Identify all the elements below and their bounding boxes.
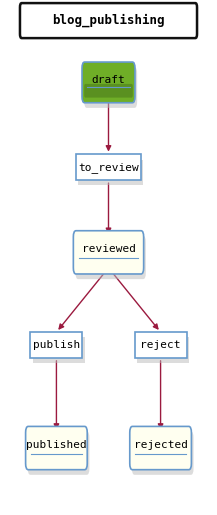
FancyBboxPatch shape (26, 426, 87, 470)
Text: blog_publishing: blog_publishing (52, 14, 165, 27)
FancyBboxPatch shape (82, 62, 135, 103)
FancyBboxPatch shape (20, 3, 197, 38)
FancyBboxPatch shape (84, 84, 133, 98)
Text: published: published (26, 440, 87, 450)
Text: reject: reject (140, 340, 181, 350)
FancyBboxPatch shape (33, 337, 85, 363)
Text: to_review: to_review (78, 162, 139, 173)
FancyBboxPatch shape (135, 332, 187, 358)
Text: draft: draft (92, 75, 125, 84)
FancyBboxPatch shape (30, 332, 82, 358)
FancyBboxPatch shape (76, 236, 146, 279)
FancyBboxPatch shape (137, 337, 189, 363)
FancyBboxPatch shape (76, 154, 141, 180)
Text: reviewed: reviewed (82, 244, 135, 254)
FancyBboxPatch shape (28, 432, 89, 475)
FancyBboxPatch shape (84, 67, 137, 108)
Text: rejected: rejected (134, 440, 187, 450)
FancyBboxPatch shape (132, 432, 194, 475)
FancyBboxPatch shape (130, 426, 191, 470)
FancyBboxPatch shape (78, 160, 143, 185)
FancyBboxPatch shape (73, 231, 144, 274)
Text: publish: publish (33, 340, 80, 350)
